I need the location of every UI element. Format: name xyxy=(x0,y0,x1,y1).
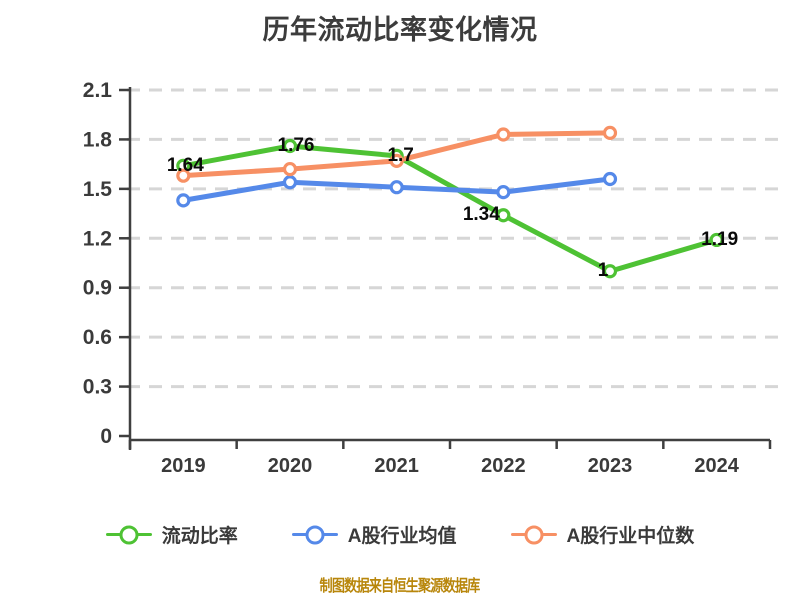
data-source-note-text: 制图数据来自恒生聚源数据库 xyxy=(320,578,481,595)
legend-label-current-ratio: 流动比率 xyxy=(161,526,238,547)
legend-marker-blue-icon xyxy=(291,525,338,544)
chart-legend: 流动比率 A股行业均值 A股行业中位数 xyxy=(0,521,800,548)
y-tick-label-2.1: 2.1 xyxy=(83,79,113,102)
legend-label-industry-average: A股行业均值 xyxy=(347,526,457,547)
data-point-s1-2022 xyxy=(496,185,511,200)
legend-marker-orange-icon xyxy=(510,525,557,544)
y-tick-label-1.5: 1.5 xyxy=(83,178,113,201)
data-point-s0-2020 xyxy=(282,138,298,154)
legend-item-current-ratio[interactable]: 流动比率 xyxy=(105,521,238,548)
x-axis-label-2022: 2022 xyxy=(481,455,526,477)
y-tick-label-0: 0 xyxy=(100,425,112,448)
point-label-1.64: 1.64 xyxy=(167,155,204,176)
point-label-1.76: 1.76 xyxy=(278,135,315,156)
y-tick-label-0.6: 0.6 xyxy=(83,326,112,349)
data-point-s1-2023 xyxy=(602,171,618,187)
x-axis-label-2019: 2019 xyxy=(161,455,206,477)
legend-label-industry-median: A股行业中位数 xyxy=(566,526,695,547)
data-point-s2-2020 xyxy=(282,161,298,177)
data-source-note: 制图数据来自恒生聚源数据库 xyxy=(0,572,800,596)
x-axis-label-2021: 2021 xyxy=(374,455,419,477)
data-point-s0-2024 xyxy=(709,232,724,248)
legend-item-industry-average[interactable]: A股行业均值 xyxy=(291,521,457,548)
data-point-s0-2022 xyxy=(496,208,511,223)
y-tick-label-0.9: 0.9 xyxy=(83,277,112,300)
legend-item-industry-median[interactable]: A股行业中位数 xyxy=(510,521,695,548)
data-point-s0-2023 xyxy=(602,264,618,279)
line-chart-canvas: 0 0.3 0.6 0.9 1.2 1.5 1.8 2.1 2019 2020 2021 2022 20… xyxy=(83,79,778,477)
data-point-s2-2022 xyxy=(496,127,511,142)
series-line-0 xyxy=(180,143,720,274)
point-label-1.7: 1.7 xyxy=(387,145,413,166)
data-point-s1-2019 xyxy=(176,193,191,208)
data-point-s2-2019 xyxy=(176,168,191,183)
x-axis-label-2023: 2023 xyxy=(588,455,633,477)
data-point-s1-2021 xyxy=(389,180,404,195)
data-point-s2-2021 xyxy=(389,153,404,168)
data-point-s2-2023 xyxy=(602,125,618,140)
chart-title: 历年流动比率变化情况 xyxy=(262,15,538,45)
y-tick-label-1.2: 1.2 xyxy=(83,227,112,250)
point-label-1.19: 1.19 xyxy=(701,229,738,250)
data-point-s1-2020 xyxy=(282,175,298,190)
point-label-1.34: 1.34 xyxy=(463,204,500,225)
y-tick-label-0.3: 0.3 xyxy=(83,376,112,399)
x-axis-label-2020: 2020 xyxy=(268,455,313,477)
legend-marker-green-icon xyxy=(105,525,152,544)
point-label-1: 1 xyxy=(598,260,609,281)
y-tick-label-1.8: 1.8 xyxy=(83,128,113,151)
x-axis-label-2024: 2024 xyxy=(694,455,739,477)
